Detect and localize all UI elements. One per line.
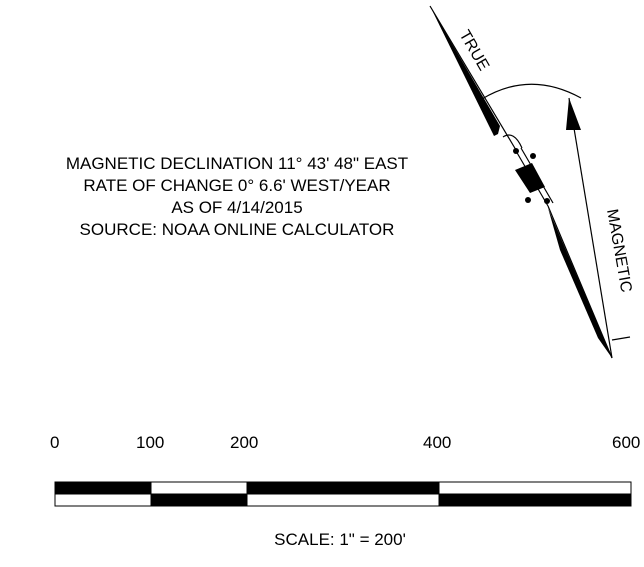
scale-segment-2-bottom: [151, 494, 247, 506]
scale-segment-4-bottom: [439, 494, 631, 506]
scale-segment-1-top: [55, 482, 151, 494]
scale-segment-4-top: [438, 481, 632, 495]
true-arrow-barb: [430, 6, 500, 136]
magnetic-label: MAGNETIC: [603, 208, 634, 294]
as-of-date-line: AS OF 4/14/2015: [171, 198, 303, 217]
true-north-arrow: [429, 5, 517, 151]
true-arrow-shaft: [429, 5, 517, 151]
scale-segment-3-bottom: [246, 493, 440, 507]
scale-segment-3-top: [247, 482, 439, 494]
source-line: SOURCE: NOAA ONLINE CALCULATOR: [79, 220, 395, 239]
magnetic-tick: [611, 336, 631, 341]
scale-tick-200: 200: [230, 433, 259, 452]
scale-segment-1-bottom: [54, 493, 152, 507]
scale-bar: [54, 481, 632, 507]
scale-tick-100: 100: [136, 433, 165, 452]
declination-note: MAGNETIC DECLINATION 11° 43' 48" EAST RA…: [28, 153, 446, 241]
magnetic-north-arrow: [566, 97, 631, 359]
magnetic-arrow-head: [566, 98, 581, 130]
magnetic-arrow-shaft: [568, 97, 613, 359]
scale-tick-0: 0: [50, 433, 60, 452]
declination-line: MAGNETIC DECLINATION 11° 43' 48" EAST: [65, 154, 409, 173]
inner-arc: [502, 134, 523, 149]
declination-arc: [481, 83, 582, 100]
scale-label: SCALE: 1" = 200': [274, 530, 406, 549]
rate-of-change-line: RATE OF CHANGE 0° 6.6' WEST/YEAR: [83, 176, 391, 195]
scale-segment-2-top: [150, 481, 248, 495]
scale-tick-600: 600: [612, 433, 641, 452]
scale-tick-400: 400: [423, 433, 452, 452]
true-arrow-tail: [547, 205, 613, 359]
compass-center-symbol: [513, 147, 554, 207]
scale-bar-outline: [54, 481, 632, 507]
